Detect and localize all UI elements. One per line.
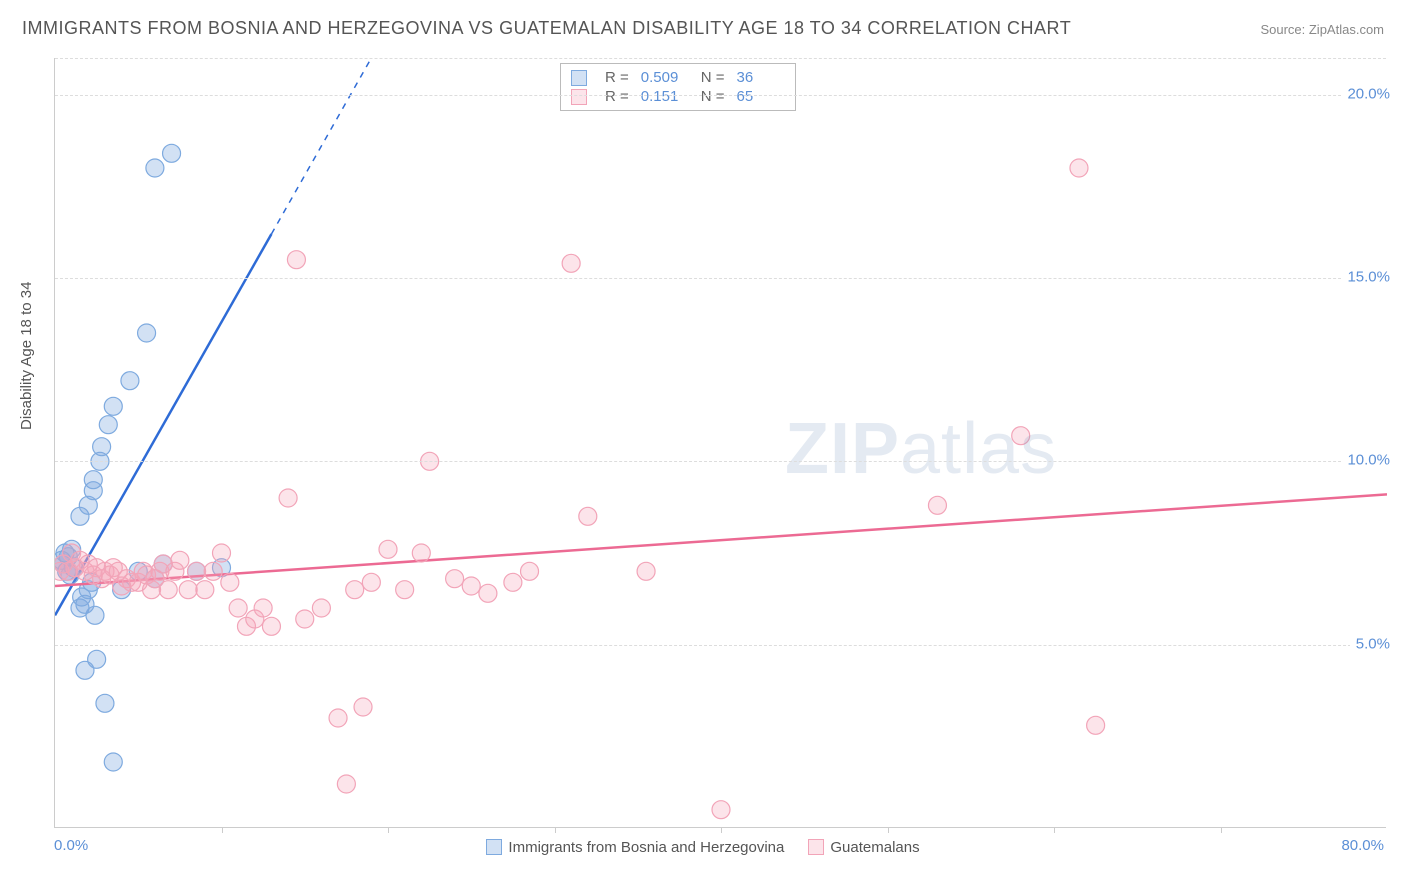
data-point-guatemalans xyxy=(521,562,539,580)
watermark: ZIPatlas xyxy=(785,408,1057,490)
trend-line-dash-bosnia xyxy=(271,58,388,234)
y-axis-label: Disability Age 18 to 34 xyxy=(18,282,35,430)
data-point-guatemalans xyxy=(346,581,364,599)
data-point-guatemalans xyxy=(354,698,372,716)
correlation-legend-row: R = 0.509 N = 36 xyxy=(571,68,785,87)
data-point-guatemalans xyxy=(188,562,206,580)
data-point-guatemalans xyxy=(213,544,231,562)
x-tick xyxy=(555,827,556,833)
r-value: 0.509 xyxy=(641,69,689,86)
source-attribution: Source: ZipAtlas.com xyxy=(1260,22,1384,37)
series-legend-label: Immigrants from Bosnia and Herzegovina xyxy=(508,839,784,856)
data-point-bosnia xyxy=(163,144,181,162)
x-tick xyxy=(222,827,223,833)
data-point-guatemalans xyxy=(379,540,397,558)
correlation-legend: R = 0.509 N = 36 R = 0.151 N = 65 xyxy=(560,63,796,111)
data-point-guatemalans xyxy=(221,573,239,591)
data-point-guatemalans xyxy=(462,577,480,595)
n-value: 65 xyxy=(737,88,785,105)
data-point-bosnia xyxy=(96,694,114,712)
data-point-guatemalans xyxy=(287,251,305,269)
data-point-guatemalans xyxy=(396,581,414,599)
series-legend: Immigrants from Bosnia and Herzegovina Gu… xyxy=(0,839,1406,856)
data-point-guatemalans xyxy=(712,801,730,819)
data-point-bosnia xyxy=(93,438,111,456)
series-legend-item: Guatemalans xyxy=(808,839,919,856)
data-point-guatemalans xyxy=(329,709,347,727)
data-point-guatemalans xyxy=(362,573,380,591)
data-point-guatemalans xyxy=(179,581,197,599)
data-point-guatemalans xyxy=(412,544,430,562)
series-legend-label: Guatemalans xyxy=(830,839,919,856)
gridline-h xyxy=(55,645,1386,646)
data-point-guatemalans xyxy=(159,581,177,599)
data-point-bosnia xyxy=(121,372,139,390)
trend-line-guatemalans xyxy=(55,494,1387,586)
data-point-bosnia xyxy=(88,650,106,668)
data-point-guatemalans xyxy=(262,617,280,635)
chart-plot-area: R =0.509N =36R =0.151N =65 ZIPatlas 5.0%… xyxy=(54,58,1386,828)
data-point-guatemalans xyxy=(1070,159,1088,177)
data-point-guatemalans xyxy=(296,610,314,628)
data-point-guatemalans xyxy=(196,581,214,599)
data-point-guatemalans xyxy=(479,584,497,602)
y-tick-label: 15.0% xyxy=(1341,269,1390,286)
gridline-h xyxy=(55,58,1386,59)
data-point-guatemalans xyxy=(337,775,355,793)
series-legend-item: Immigrants from Bosnia and Herzegovina xyxy=(486,839,784,856)
data-point-bosnia xyxy=(99,416,117,434)
r-label: R = xyxy=(605,69,629,86)
data-point-guatemalans xyxy=(928,496,946,514)
correlation-legend-row: R = 0.151 N = 65 xyxy=(571,87,785,106)
gridline-h xyxy=(55,461,1386,462)
data-point-guatemalans xyxy=(254,599,272,617)
data-point-bosnia xyxy=(146,159,164,177)
r-label: R = xyxy=(605,88,629,105)
legend-swatch xyxy=(808,839,824,855)
data-point-bosnia xyxy=(104,753,122,771)
data-point-guatemalans xyxy=(204,562,222,580)
data-point-guatemalans xyxy=(171,551,189,569)
chart-title: IMMIGRANTS FROM BOSNIA AND HERZEGOVINA V… xyxy=(22,18,1071,39)
data-point-guatemalans xyxy=(312,599,330,617)
data-point-guatemalans xyxy=(1087,716,1105,734)
x-tick xyxy=(1054,827,1055,833)
data-point-guatemalans xyxy=(504,573,522,591)
data-point-guatemalans xyxy=(279,489,297,507)
x-tick xyxy=(721,827,722,833)
data-point-guatemalans xyxy=(229,599,247,617)
gridline-h xyxy=(55,95,1386,96)
data-point-guatemalans xyxy=(637,562,655,580)
legend-swatch xyxy=(486,839,502,855)
scatter-plot-svg xyxy=(55,58,1387,828)
data-point-guatemalans xyxy=(579,507,597,525)
data-point-bosnia xyxy=(84,471,102,489)
y-tick-label: 20.0% xyxy=(1341,85,1390,102)
gridline-h xyxy=(55,278,1386,279)
data-point-bosnia xyxy=(104,397,122,415)
n-label: N = xyxy=(701,69,725,86)
data-point-guatemalans xyxy=(446,570,464,588)
data-point-bosnia xyxy=(86,606,104,624)
data-point-guatemalans xyxy=(562,254,580,272)
data-point-bosnia xyxy=(138,324,156,342)
y-tick-label: 5.0% xyxy=(1350,635,1390,652)
x-tick xyxy=(388,827,389,833)
legend-swatch xyxy=(571,89,587,105)
r-value: 0.151 xyxy=(641,88,689,105)
n-value: 36 xyxy=(737,69,785,86)
n-label: N = xyxy=(701,88,725,105)
x-tick xyxy=(1221,827,1222,833)
x-tick xyxy=(888,827,889,833)
y-tick-label: 10.0% xyxy=(1341,452,1390,469)
legend-swatch xyxy=(571,70,587,86)
